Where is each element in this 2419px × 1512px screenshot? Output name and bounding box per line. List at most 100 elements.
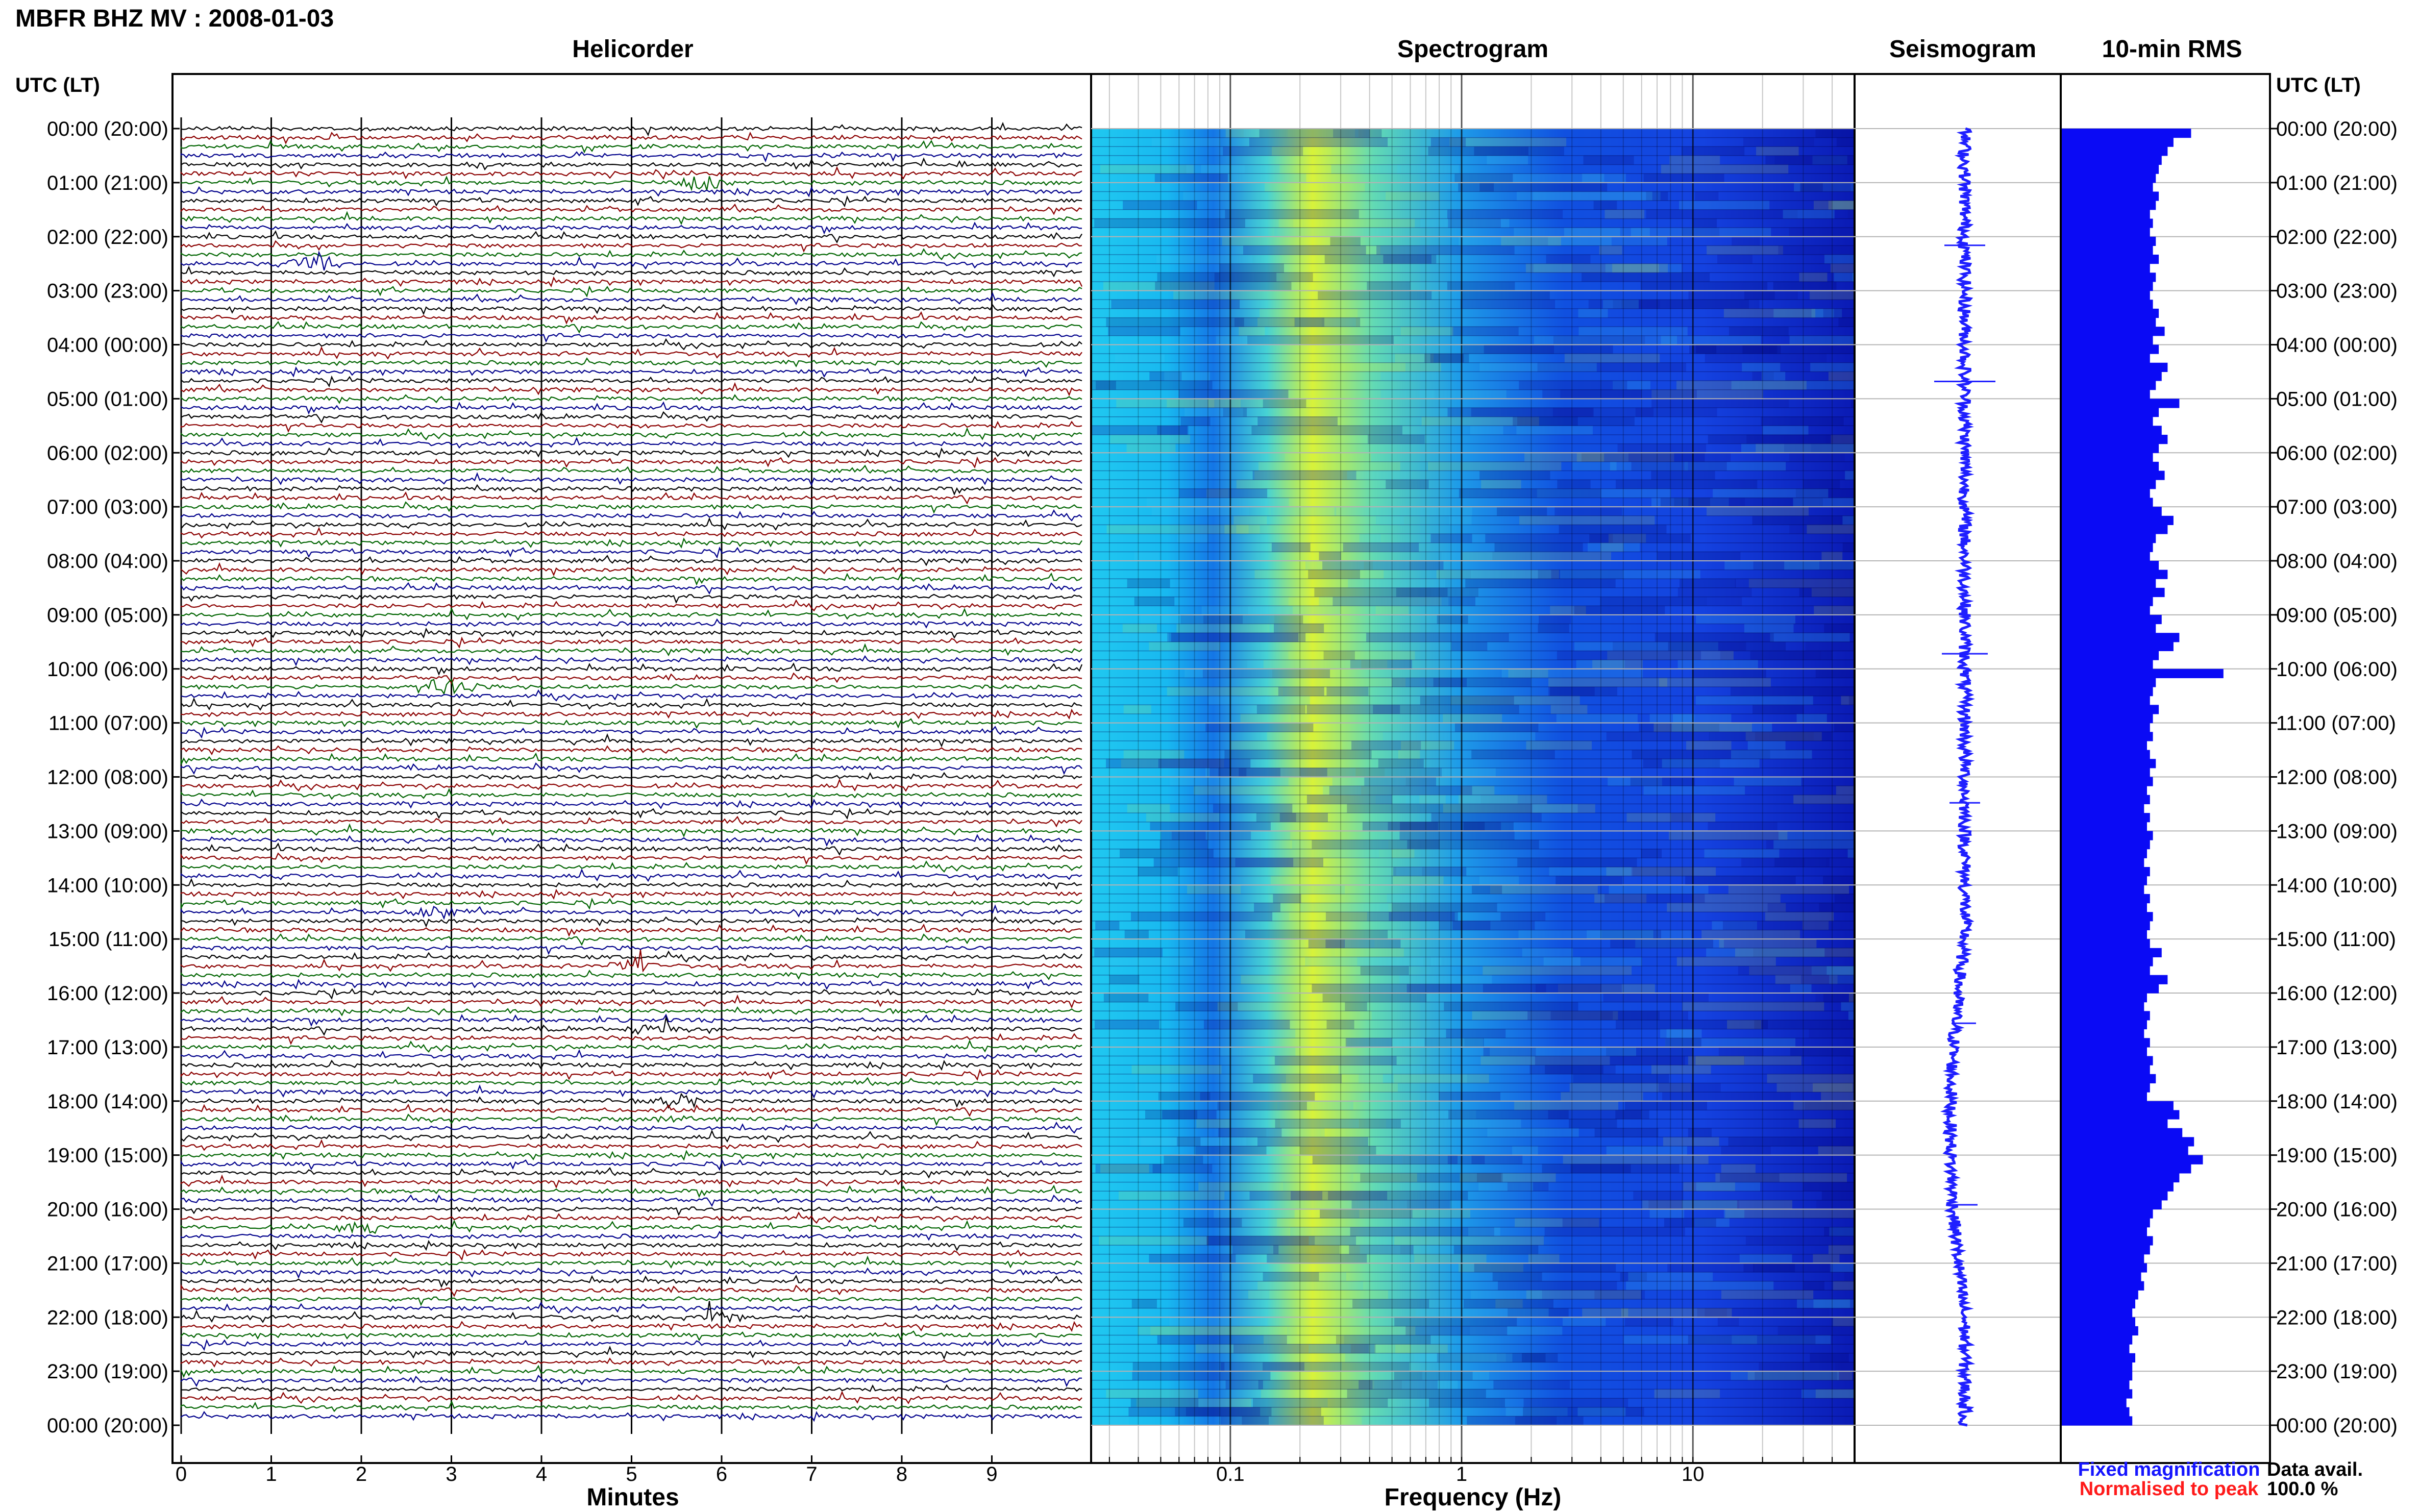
seismogram-trace	[1940, 127, 1976, 1427]
spectrogram-cell	[1106, 1389, 1198, 1398]
rms-bar	[2062, 399, 2180, 408]
spectrogram-cell	[1422, 1371, 1489, 1380]
spectrogram-cell	[1347, 1038, 1484, 1047]
spectrogram-cell	[1815, 993, 1855, 1002]
spectrogram-cell	[1347, 804, 1393, 813]
spectrogram-cell	[1671, 723, 1772, 732]
rms-bar	[2062, 1272, 2141, 1282]
rms-bar	[2062, 732, 2153, 741]
spectrogram-cell	[1610, 461, 1688, 471]
spectrogram-cell	[1658, 1083, 1721, 1093]
spectrogram-cell	[1795, 488, 1855, 498]
spectrogram-cell	[1514, 228, 1650, 237]
spectrogram-cell	[1252, 1398, 1328, 1407]
spectrogram-cell	[1483, 966, 1632, 975]
spectrogram-cell	[1667, 903, 1786, 912]
spectrogram-cell	[1259, 1200, 1407, 1209]
spectrogram-cell	[1478, 1182, 1533, 1192]
spectrogram-cell	[1731, 1371, 1839, 1380]
time-label-left: 20:00 (16:00)	[47, 1199, 168, 1221]
spectrogram-cell	[1251, 426, 1402, 435]
rms-bar	[2062, 201, 2156, 210]
helicorder-trace	[180, 484, 1082, 496]
spectrogram-cell	[1763, 426, 1809, 435]
rms-bar	[2062, 822, 2147, 831]
spectrogram-cell	[1322, 561, 1444, 570]
helicorder-trace	[180, 338, 1082, 351]
rms-bar	[2062, 984, 2159, 994]
spectrogram-cell	[1583, 155, 1634, 165]
spectrogram-cell	[1512, 1146, 1538, 1155]
spectrogram-cell	[1426, 1353, 1506, 1362]
rms-bar	[2062, 416, 2153, 426]
spectrogram-cell	[1516, 426, 1593, 435]
spectrogram-cell	[1720, 651, 1821, 660]
spectrogram-cell	[1099, 1236, 1208, 1245]
spectrogram-cell	[1800, 182, 1851, 192]
spectrogram-cell	[1158, 1092, 1211, 1101]
spectrogram-cell	[1549, 687, 1617, 696]
spectrogram-cell	[1277, 1101, 1353, 1110]
helicorder-trace	[180, 311, 1082, 325]
spectrogram-cell	[1198, 1182, 1283, 1192]
spectrogram-cell	[1783, 209, 1835, 219]
spectrogram-cell	[1695, 1056, 1744, 1065]
rms-bar	[2062, 1254, 2144, 1263]
spectrogram-cell	[1320, 1209, 1413, 1219]
helicorder-trace	[180, 1103, 1082, 1117]
spectrogram-cell	[1227, 173, 1306, 183]
helicorder-trace	[180, 697, 1082, 711]
spectrogram-cell	[1274, 228, 1390, 237]
spectrogram-cell	[1542, 389, 1642, 399]
rms-bar	[2062, 1146, 2188, 1156]
spectrogram-cell	[1200, 1092, 1315, 1101]
spectrogram-cell	[1821, 1191, 1855, 1200]
minute-tick-label: 1	[265, 1463, 277, 1485]
helicorder-trace	[180, 121, 1082, 137]
helicorder-trace	[180, 346, 1082, 360]
spectrogram-cell	[1343, 542, 1419, 552]
spectrogram-cell	[1414, 1353, 1513, 1362]
rms-bar	[2062, 1155, 2203, 1164]
helicorder-trace	[180, 357, 1082, 368]
spectrogram-cell	[1324, 255, 1437, 264]
spectrogram-cell	[1529, 1065, 1616, 1074]
rms-bar	[2062, 795, 2150, 804]
helicorder-trace	[180, 678, 1082, 696]
spectrogram-cell	[1824, 624, 1855, 633]
spectrogram-cell	[1098, 633, 1169, 642]
spectrogram-cell	[1539, 614, 1571, 624]
spectrogram-cell	[1349, 1245, 1414, 1254]
spectrogram-cell	[1752, 515, 1855, 525]
helicorder-trace	[180, 950, 1082, 963]
helicorder-trace	[180, 904, 1082, 920]
rms-bar	[2062, 282, 2153, 291]
spectrogram-cell	[1517, 416, 1635, 426]
spectrogram-cell	[1501, 236, 1561, 246]
spectrogram-cell	[1450, 696, 1580, 705]
spectrogram-cell	[1119, 1191, 1225, 1200]
spectrogram-cell	[1708, 822, 1778, 831]
spectrogram-cell	[1594, 894, 1647, 903]
spectrogram-cell	[1385, 767, 1496, 777]
helicorder-traces	[180, 121, 1083, 1422]
spectrogram-cell	[1848, 696, 1855, 705]
spectrogram-cell	[1828, 371, 1855, 381]
spectrogram-cell	[1775, 975, 1838, 984]
helicorder-trace	[180, 852, 1082, 865]
spectrogram-cell	[1392, 903, 1497, 912]
spectrogram-cell	[1222, 1272, 1346, 1281]
spectrogram-cell	[1157, 426, 1189, 435]
time-label-right: 18:00 (14:00)	[2276, 1090, 2398, 1113]
spectrogram-cell	[1360, 966, 1409, 975]
spectrogram-cell	[1612, 263, 1668, 273]
spectrogram-cell	[1201, 606, 1341, 615]
spectrogram-cell	[1479, 182, 1608, 192]
data-avail-label: Data avail.	[2267, 1459, 2363, 1480]
spectrogram-cell	[1323, 786, 1361, 795]
spectrogram-cell	[1257, 1281, 1312, 1291]
spectrogram-cell	[1135, 1083, 1180, 1093]
spectrogram-cell	[1766, 840, 1855, 849]
spectrogram-cell	[1347, 470, 1412, 480]
